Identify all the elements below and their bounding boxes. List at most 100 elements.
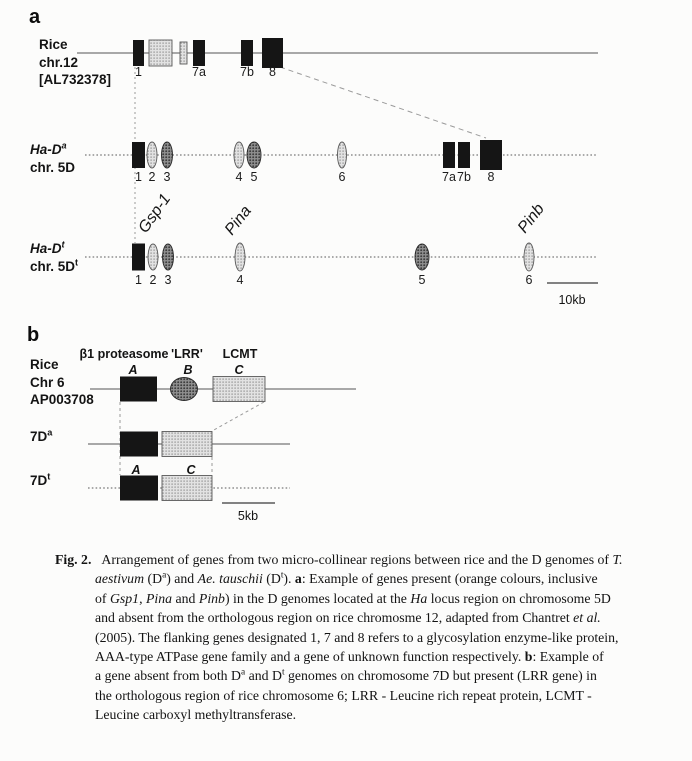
- gene-letter-c: C: [186, 463, 196, 477]
- gene-ha-dt-5dt-1: [132, 243, 145, 271]
- text-segment: the orthologous region of rice chromosom…: [95, 687, 592, 703]
- text-segment: 7D: [30, 429, 48, 444]
- text-segment: Chr 6: [30, 374, 65, 390]
- gene-ha-dt-5dt-3: [162, 243, 174, 271]
- gene-ha-da-5d-6: [337, 141, 347, 169]
- text-segment: Rice: [30, 357, 59, 372]
- text-segment: Ha: [410, 590, 428, 606]
- gene-rice-chr12-7a: [193, 40, 205, 66]
- gene-number-rice-chr12-8: 8: [269, 65, 276, 79]
- text-segment: et al.: [573, 610, 601, 626]
- text-segment: of: [95, 590, 110, 606]
- gene-7da-c: [161, 431, 213, 457]
- row-label-line: Ha-Dt: [30, 240, 78, 258]
- gene-letter-b: B: [183, 363, 192, 377]
- gene-letter-a: A: [130, 463, 140, 477]
- gene-number-ha-da-5d-7b: 7b: [457, 170, 471, 184]
- gene-ha-da-5d-7b: [458, 142, 470, 168]
- text-segment: Pinb: [198, 590, 225, 606]
- text-segment: t: [75, 257, 79, 267]
- gene-number-rice-chr12-7a: 7a: [192, 65, 206, 79]
- row-label-line: 7Dt: [30, 472, 50, 490]
- text-segment: Pina: [146, 590, 173, 606]
- text-segment: a: [162, 570, 167, 581]
- row-label-line: Chr 6: [30, 374, 94, 392]
- text-segment: AP003708: [30, 392, 94, 407]
- ha-da-5d-label: Ha-Da chr. 5D: [30, 141, 75, 176]
- gene-rice-chr6-b: [170, 377, 198, 401]
- caption-figure-number: Fig. 2.: [55, 552, 92, 567]
- rice-chr12-label: Rice chr.12 [AL732378]: [39, 36, 111, 89]
- ha-dt-5dt-label: Ha-Dt chr. 5Dt: [30, 240, 78, 275]
- row-label-line: 7Da: [30, 428, 52, 446]
- text-segment: chr.12: [39, 54, 79, 70]
- text-segment: (D: [262, 571, 281, 587]
- text-segment: and D: [245, 668, 282, 684]
- gene-7da-a: [120, 431, 158, 457]
- gene-rice-chr12-rect2: [179, 41, 188, 65]
- gene-number-ha-dt-5dt-4: 4: [237, 273, 244, 287]
- gene-number-ha-da-5d-2: 2: [149, 170, 156, 184]
- text-segment: : Example of genes present (orange colou…: [301, 571, 598, 587]
- gene-name-pina: Pina: [222, 203, 255, 239]
- 7da-label: 7Da: [30, 428, 52, 446]
- gene-name-pinb: Pinb: [515, 201, 548, 237]
- gene-name-gsp-1: Gsp-1: [135, 191, 174, 236]
- text-segment: ).: [283, 571, 295, 587]
- gene-number-ha-da-5d-3: 3: [164, 170, 171, 184]
- gene-ha-da-5d-2: [146, 141, 158, 169]
- caption-line: Fig. 2. Arrangement of genes from two mic…: [55, 550, 651, 569]
- caption-line: AAA-type ATPase gene family and a gene o…: [55, 647, 651, 666]
- gene-letter-a: A: [127, 363, 137, 377]
- scale-bar-label-panel_a: 10kb: [558, 293, 585, 307]
- gene-number-ha-dt-5dt-5: 5: [419, 273, 426, 287]
- row-label-line: chr. 5Dt: [30, 257, 79, 276]
- caption-line: aestivum (Da) and Ae. tauschii (Dt). a: …: [55, 569, 651, 588]
- text-segment: and: [172, 590, 199, 606]
- text-segment: Rice: [39, 37, 68, 52]
- gene-number-ha-dt-5dt-6: 6: [526, 273, 533, 287]
- scale-bar-label-panel_b: 5kb: [238, 509, 258, 523]
- gene-ha-da-5d-1: [132, 142, 145, 168]
- row-label-line: chr.12: [39, 54, 111, 72]
- row-label-line: [AL732378]: [39, 71, 111, 89]
- gene-ha-dt-5dt-6: [523, 242, 535, 272]
- text-segment: : Example of: [532, 649, 604, 665]
- text-segment: a: [294, 571, 302, 587]
- text-segment: Ha-D: [30, 142, 62, 157]
- gene-rice-chr12-1: [133, 40, 144, 66]
- text-segment: aestivum: [95, 571, 145, 587]
- text-segment: t: [47, 471, 51, 482]
- text-segment: Ha-D: [30, 241, 62, 256]
- gene-ha-dt-5dt-5: [414, 243, 430, 271]
- text-segment: a: [47, 427, 53, 438]
- text-segment: genomes on chromosome 7D but present (LR…: [284, 668, 597, 684]
- text-segment: Ae. tauschii: [197, 571, 263, 587]
- gene-number-ha-da-5d-6: 6: [339, 170, 346, 184]
- text-segment: chr. 5D: [30, 258, 76, 274]
- text-segment: chr. 5D: [30, 159, 76, 175]
- rice-chr6-label: Rice Chr 6 AP003708: [30, 356, 94, 409]
- gene-ha-da-5d-7a: [443, 142, 455, 168]
- caption-line: Leucine carboxyl methyltransferase.: [55, 705, 651, 724]
- gene-ha-dt-5dt-4: [234, 242, 246, 272]
- gene-ha-da-5d-3: [161, 141, 173, 169]
- text-segment: Leucine carboxyl methyltransferase.: [95, 707, 297, 723]
- text-segment: 7D: [30, 473, 48, 488]
- homology-connector-dashed-line: [279, 66, 487, 139]
- text-segment: ) in the D genomes located at the: [224, 590, 411, 606]
- text-segment: t: [281, 667, 285, 678]
- gene-rice-chr12-7b: [241, 40, 253, 66]
- gene-rice-chr6-a: [120, 376, 157, 402]
- 7dt-label: 7Dt: [30, 472, 50, 490]
- gene-rice-chr6-c: [212, 376, 266, 402]
- gene-number-ha-da-5d-8: 8: [488, 170, 495, 184]
- text-segment: a gene absent from both D: [95, 668, 241, 684]
- text-segment: b: [524, 649, 533, 665]
- text-segment: t: [280, 570, 284, 581]
- gene-number-ha-da-5d-7a: 7a: [442, 170, 456, 184]
- gene-number-ha-dt-5dt-3: 3: [165, 273, 172, 287]
- gene-ha-da-5d-4: [233, 141, 245, 169]
- row-label-line: Rice: [39, 36, 111, 54]
